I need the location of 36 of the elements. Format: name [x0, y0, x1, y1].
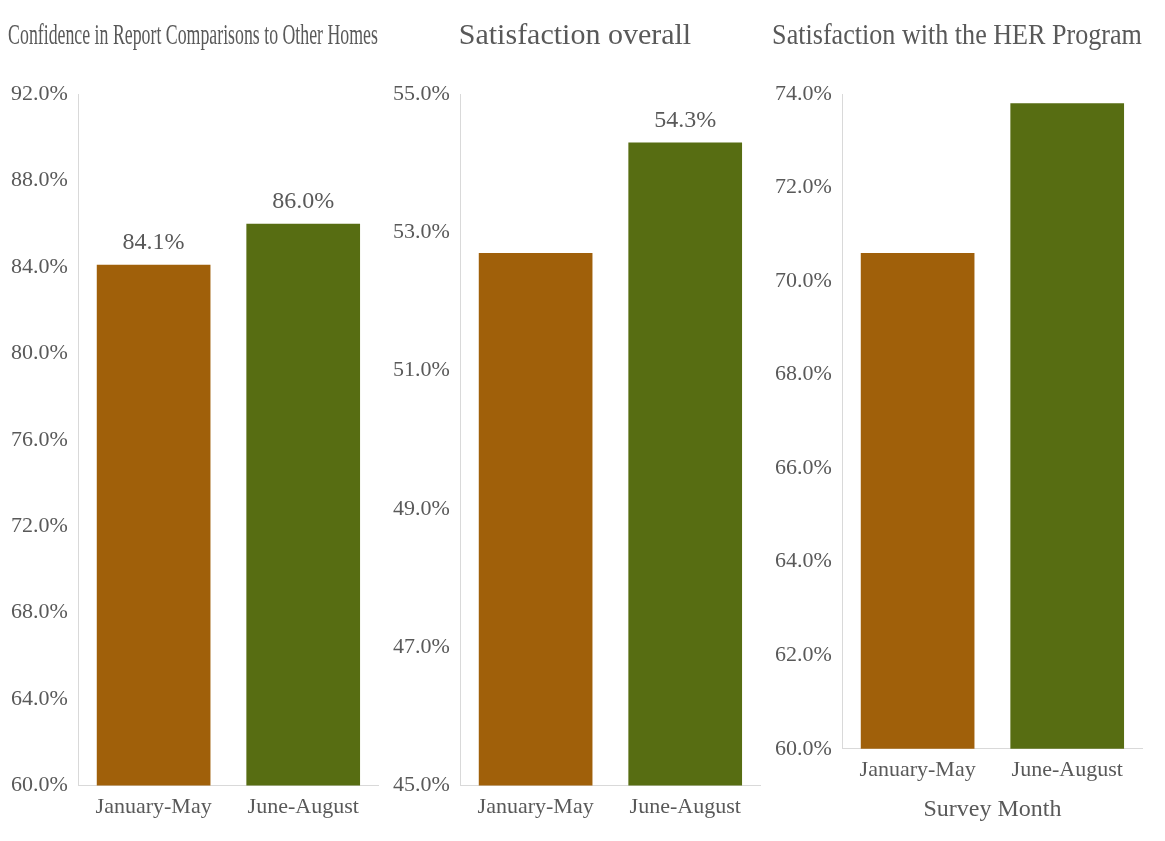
data-label: 54.3%: [654, 105, 717, 132]
y-tick-label: 62.0%: [775, 641, 832, 667]
x-axis-title: Survey Month: [923, 794, 1062, 821]
y-tick-label: 68.0%: [775, 360, 832, 386]
data-label: 84.1%: [122, 228, 185, 255]
y-tick-label: 60.0%: [775, 734, 832, 760]
x-tick-label: January-May: [477, 792, 594, 818]
chart-title: Satisfaction with the HER Program: [772, 17, 1142, 51]
y-tick-label: 80.0%: [11, 339, 68, 365]
y-tick-label: 72.0%: [775, 173, 832, 199]
y-tick-label: 49.0%: [393, 494, 450, 520]
chart-title: Confidence in Report Comparisons to Other Homes: [8, 17, 378, 50]
y-tick-label: 70.0%: [775, 266, 832, 292]
x-tick-label: June-August: [1011, 755, 1123, 781]
x-tick-label: June-August: [629, 792, 741, 818]
y-tick-label: 64.0%: [775, 547, 832, 573]
y-tick-label: 74.0%: [775, 79, 832, 105]
x-tick-label: January-May: [859, 755, 976, 781]
y-tick-label: 68.0%: [11, 598, 68, 624]
x-tick-label: January-May: [95, 792, 212, 818]
y-tick-label: 47.0%: [393, 633, 450, 659]
y-tick-label: 60.0%: [11, 771, 68, 797]
y-tick-label: 72.0%: [11, 512, 68, 538]
y-tick-label: 55.0%: [393, 79, 450, 105]
y-tick-label: 84.0%: [11, 252, 68, 278]
y-tick-label: 92.0%: [11, 79, 68, 105]
y-tick-label: 51.0%: [393, 356, 450, 382]
data-label: 86.0%: [272, 186, 335, 213]
y-tick-label: 64.0%: [11, 684, 68, 710]
x-tick-label: June-August: [247, 792, 359, 818]
chart-title: Satisfaction overall: [458, 16, 692, 50]
y-tick-label: 66.0%: [775, 453, 832, 479]
y-tick-label: 45.0%: [393, 771, 450, 797]
y-tick-label: 53.0%: [393, 218, 450, 244]
y-tick-label: 88.0%: [11, 166, 68, 192]
y-tick-label: 76.0%: [11, 425, 68, 451]
